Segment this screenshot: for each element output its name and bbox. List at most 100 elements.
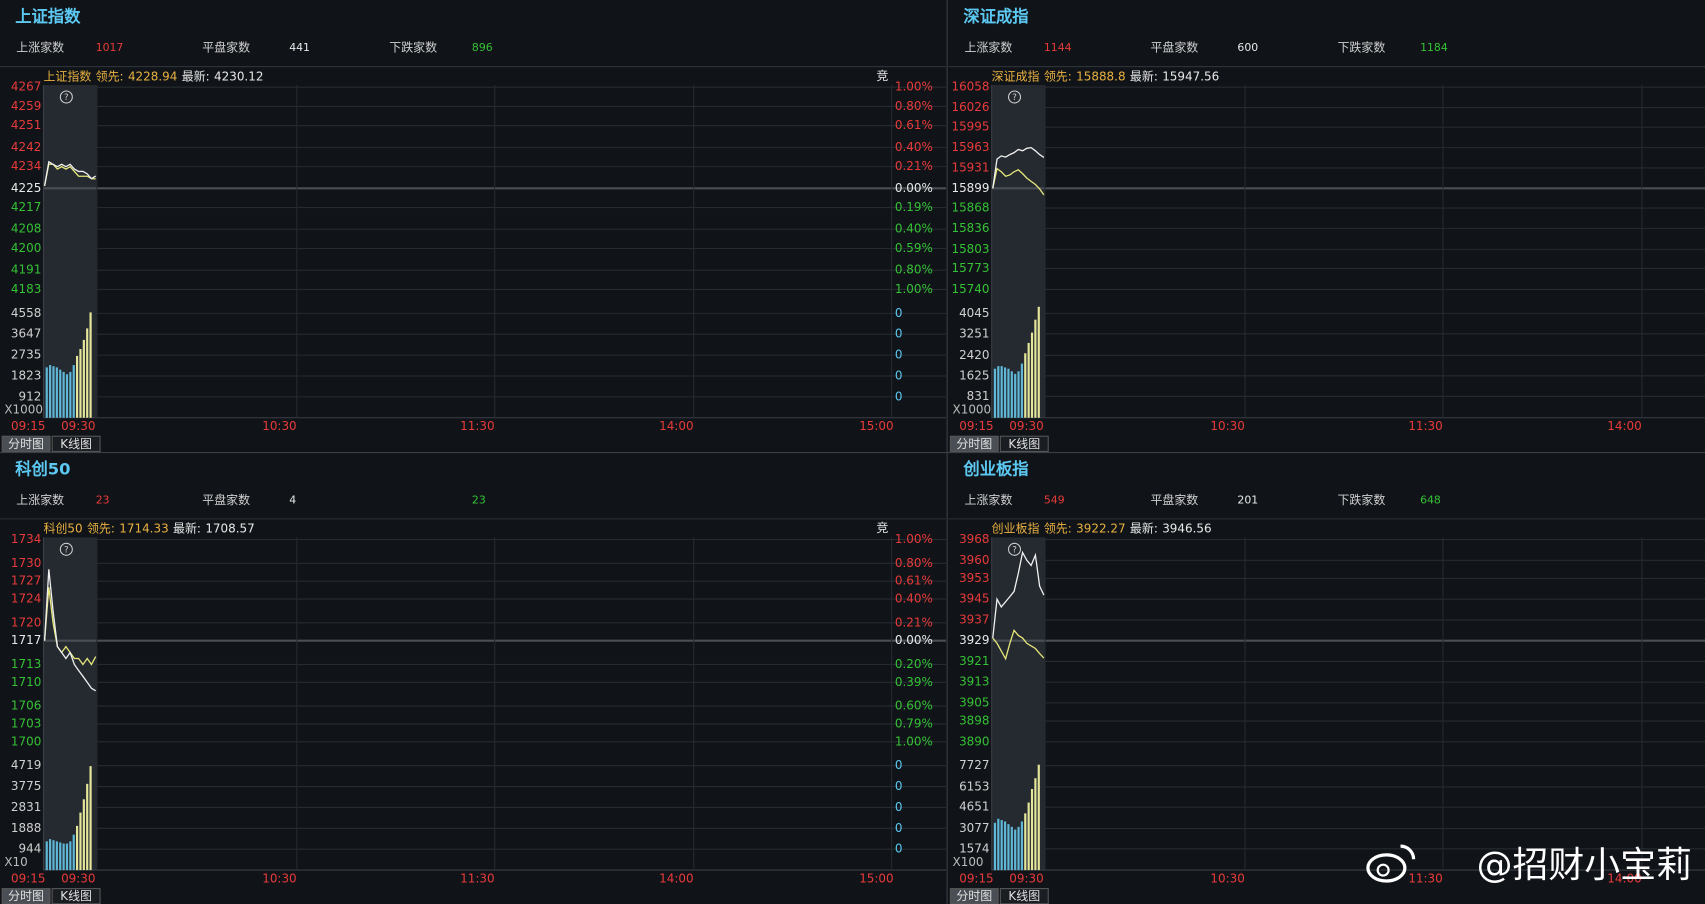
tab-label[interactable]: K线图 bbox=[1008, 437, 1040, 451]
stat-label: 平盘家数 bbox=[202, 40, 250, 55]
volume-tick-label: 1888 bbox=[11, 821, 41, 835]
volume-unit: X1000 bbox=[4, 403, 43, 417]
time-tick-label: 10:30 bbox=[1210, 871, 1244, 885]
volume-tick-label: 6153 bbox=[959, 779, 989, 793]
stat-label: 平盘家数 bbox=[1150, 492, 1198, 507]
pct-tick-label: 0.40% bbox=[895, 222, 933, 236]
tab-label[interactable]: 分时图 bbox=[956, 437, 992, 451]
volume-unit: X10 bbox=[4, 855, 27, 869]
tab-label[interactable]: K线图 bbox=[1008, 889, 1040, 903]
pct-tick-label: 1.00% bbox=[895, 282, 933, 296]
volume-bar bbox=[89, 312, 92, 418]
time-tick-label: 09:30 bbox=[61, 871, 95, 885]
price-tick-label: 4234 bbox=[11, 159, 41, 173]
volume-bar bbox=[89, 766, 92, 871]
price-tick-label: 15773 bbox=[951, 261, 989, 275]
volume-bar bbox=[45, 367, 48, 418]
legend-latest-label: 最新: bbox=[1130, 520, 1158, 535]
price-tick-label: 1700 bbox=[11, 734, 41, 748]
time-tick-label: 11:30 bbox=[460, 871, 494, 885]
tab bbox=[949, 435, 999, 452]
tab-label[interactable]: K线图 bbox=[60, 437, 92, 451]
volume-bar bbox=[1010, 371, 1013, 418]
price-tick-label: 15899 bbox=[951, 181, 989, 195]
stat-value: 648 bbox=[1420, 493, 1441, 506]
volume-bar bbox=[82, 799, 85, 871]
volume-bar bbox=[1027, 342, 1030, 418]
legend-latest: 3946.56 bbox=[1162, 521, 1211, 535]
help-icon-mark: ? bbox=[64, 93, 69, 103]
panel-title: 深证成指 bbox=[963, 7, 1028, 26]
legend-latest-label: 最新: bbox=[182, 68, 210, 83]
legend-name: 科创50 bbox=[43, 521, 82, 535]
volume-tick-label: 7727 bbox=[959, 758, 989, 772]
price-tick-label: 4191 bbox=[11, 263, 41, 277]
price-tick-label: 4259 bbox=[11, 99, 41, 113]
volume-bar bbox=[997, 818, 1000, 871]
tab-label[interactable]: 分时图 bbox=[956, 889, 992, 903]
volume-tick-label: 4558 bbox=[11, 306, 41, 320]
stat-value: 1184 bbox=[1420, 41, 1448, 54]
stat-label: 平盘家数 bbox=[1150, 40, 1198, 55]
price-tick-label: 16026 bbox=[951, 100, 989, 114]
volume-bar bbox=[72, 365, 75, 418]
volume-bar bbox=[1027, 802, 1030, 871]
legend: 科创50 领先: 1714.33 最新: 1708.57 bbox=[43, 520, 254, 535]
time-tick-label: 09:15 bbox=[959, 419, 993, 433]
tab-label[interactable]: K线图 bbox=[60, 889, 92, 903]
legend-lead: 3922.27 bbox=[1076, 521, 1125, 535]
volume-bar bbox=[76, 355, 79, 418]
price-tick-label: 4208 bbox=[11, 222, 41, 236]
price-tick-label: 1724 bbox=[11, 592, 41, 606]
volume-bar bbox=[1010, 826, 1013, 871]
price-tick-label: 1706 bbox=[11, 699, 41, 713]
auction-shade bbox=[43, 537, 97, 871]
price-tick-label: 3953 bbox=[959, 571, 989, 585]
volume-bar bbox=[1037, 306, 1040, 418]
pct-tick-label: 0.21% bbox=[895, 615, 933, 629]
volume-right-tick-label: 0 bbox=[895, 779, 903, 793]
volume-tick-label: 3647 bbox=[11, 327, 41, 341]
price-tick-label: 15836 bbox=[951, 221, 989, 235]
volume-bar bbox=[993, 822, 997, 871]
volume-right-tick-label: 0 bbox=[895, 306, 903, 320]
lead-line bbox=[992, 629, 1045, 661]
time-tick-label: 14:00 bbox=[659, 871, 693, 885]
volume-tick-label: 944 bbox=[18, 842, 41, 856]
volume-bar bbox=[1003, 367, 1007, 418]
legend-latest-label: 最新: bbox=[173, 520, 201, 535]
volume-right-tick-label: 0 bbox=[895, 368, 903, 382]
volume-tick-label: 4651 bbox=[959, 800, 989, 814]
tab bbox=[51, 435, 101, 452]
price-tick-label: 1720 bbox=[11, 615, 41, 629]
pct-tick-label: 0.20% bbox=[895, 657, 933, 671]
help-icon bbox=[1007, 542, 1022, 556]
volume-tick-label: 4045 bbox=[959, 306, 989, 320]
help-icon bbox=[59, 90, 73, 104]
price-tick-label: 4183 bbox=[11, 282, 41, 296]
volume-bar bbox=[52, 366, 55, 418]
pct-tick-label: 0.39% bbox=[895, 675, 933, 689]
legend: 上证指数 领先: 4228.94 最新: 4230.12 bbox=[43, 68, 263, 83]
volume-bar bbox=[55, 367, 58, 418]
price-tick-label: 3898 bbox=[959, 714, 989, 728]
tab-label[interactable]: 分时图 bbox=[8, 889, 44, 903]
volume-bar bbox=[86, 783, 89, 871]
time-tick-label: 11:30 bbox=[1408, 419, 1442, 433]
legend-lead-label: 领先: bbox=[1044, 69, 1072, 83]
time-tick-label: 10:30 bbox=[262, 419, 296, 433]
tab-label[interactable]: 分时图 bbox=[8, 437, 44, 451]
time-tick-label: 10:30 bbox=[262, 871, 296, 885]
legend-lead: 15888.8 bbox=[1076, 69, 1125, 83]
time-tick-label: 10:30 bbox=[1210, 419, 1244, 433]
price-tick-label: 1717 bbox=[11, 633, 41, 647]
volume-bar bbox=[65, 374, 69, 418]
auction-mark: 竞 bbox=[876, 69, 888, 83]
stat-value: 896 bbox=[472, 41, 493, 54]
pct-tick-label: 0.21% bbox=[895, 159, 933, 173]
stat-value: 600 bbox=[1237, 41, 1258, 54]
time-tick-label: 15:00 bbox=[859, 419, 893, 433]
stat-value: 441 bbox=[289, 41, 310, 54]
volume-bar bbox=[52, 840, 55, 871]
legend-latest: 15947.56 bbox=[1162, 69, 1219, 83]
